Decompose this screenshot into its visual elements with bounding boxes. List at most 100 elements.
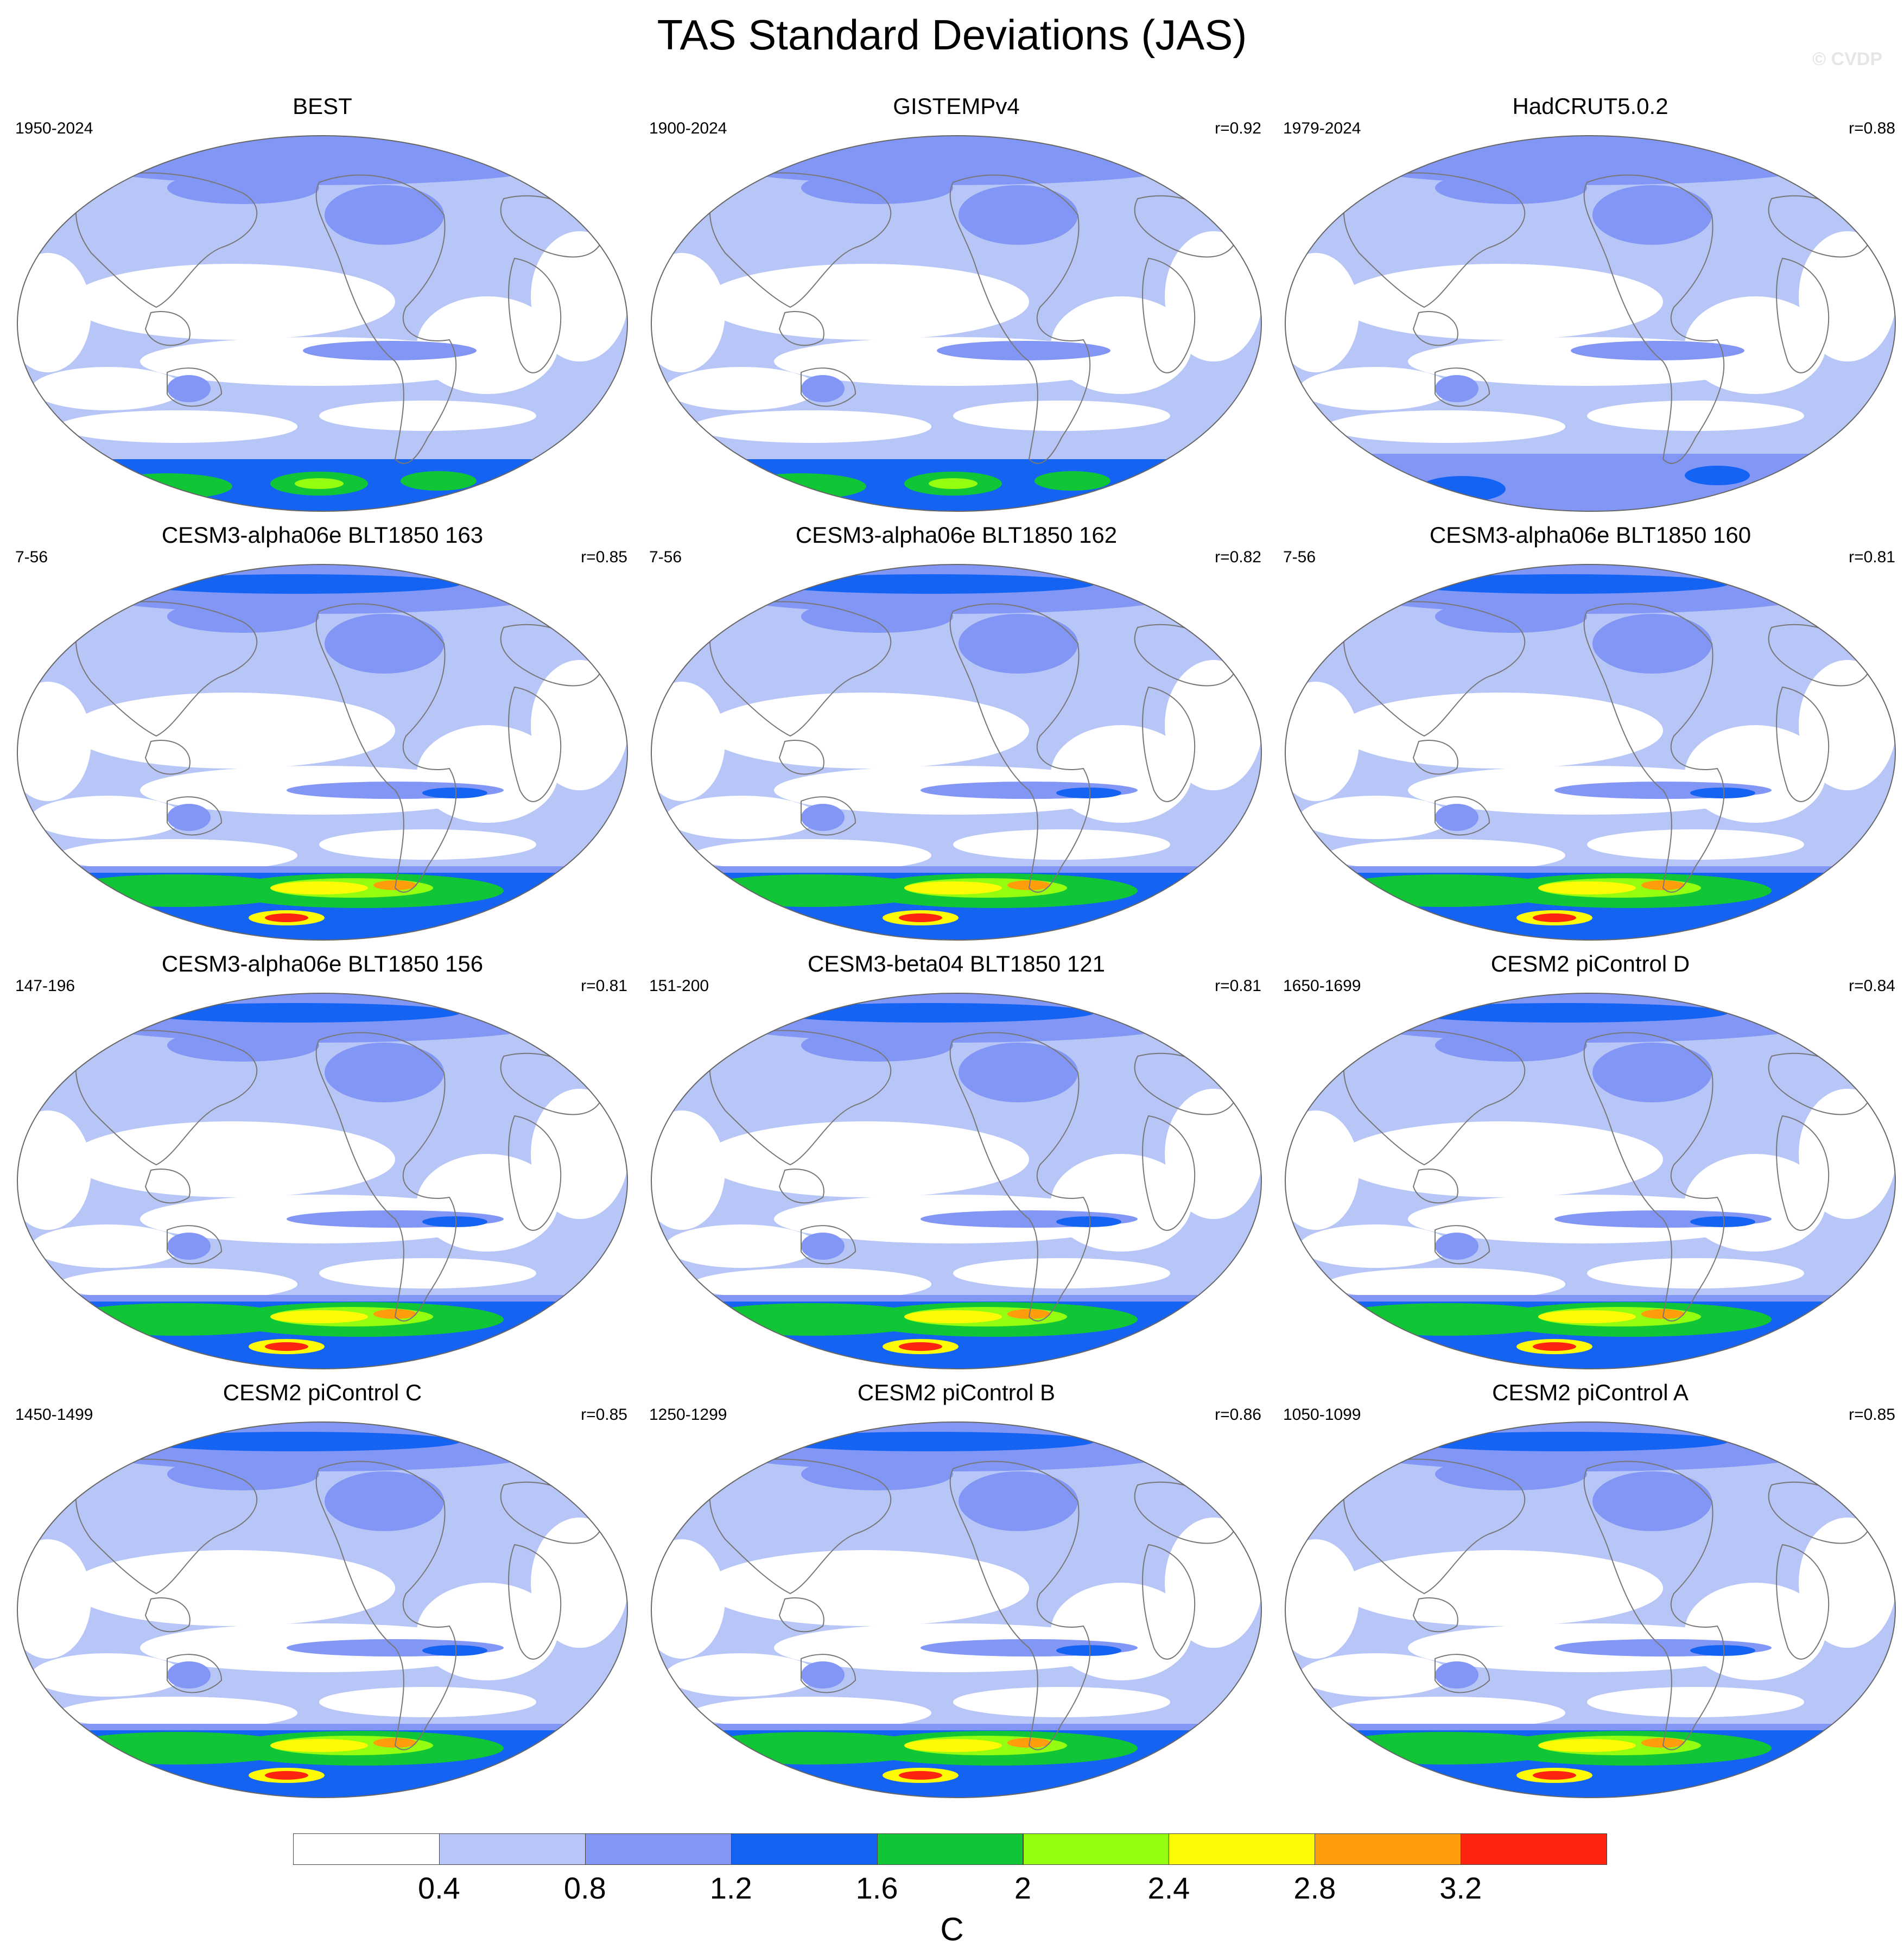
antarctic-high-variability bbox=[1538, 881, 1636, 894]
colorbar-tick-label: 2.4 bbox=[1147, 1871, 1190, 1905]
panel-year-range: 151-200 bbox=[649, 977, 709, 995]
panel-year-range: 1950-2024 bbox=[15, 119, 93, 137]
low-variance-area bbox=[31, 796, 183, 839]
coastline bbox=[709, 1458, 892, 1595]
panel-title: CESM3-alpha06e BLT1850 156 bbox=[161, 951, 484, 976]
australia-variability bbox=[1435, 804, 1478, 831]
antarctic-peak bbox=[899, 1342, 942, 1351]
robinson-map bbox=[17, 135, 628, 512]
low-variance-area bbox=[1327, 1697, 1565, 1729]
enso-band bbox=[1571, 341, 1744, 360]
antarctic-high-variability bbox=[401, 471, 477, 491]
australia-variability bbox=[167, 1233, 211, 1260]
antarctic-peak bbox=[265, 1342, 308, 1351]
panel-pattern-correlation: r=0.85 bbox=[1849, 1406, 1895, 1424]
low-variance-area bbox=[1299, 367, 1451, 410]
low-variance-area bbox=[1165, 1089, 1261, 1219]
arctic-high-variability bbox=[135, 574, 460, 594]
north-america-variability bbox=[325, 1471, 444, 1531]
enso-core bbox=[1056, 1216, 1121, 1227]
map-outline bbox=[651, 564, 1262, 941]
low-variance-area bbox=[1299, 1224, 1451, 1268]
map-field bbox=[17, 1422, 627, 1798]
north-america-variability bbox=[959, 1043, 1078, 1102]
low-variance-area bbox=[319, 829, 536, 860]
antarctic-high-variability bbox=[1419, 476, 1506, 502]
coastline bbox=[1776, 686, 1830, 802]
low-variance-area bbox=[1799, 660, 1895, 790]
low-variance-area bbox=[651, 682, 725, 801]
panel-pattern-correlation: r=0.81 bbox=[1215, 977, 1261, 995]
robinson-map bbox=[651, 564, 1262, 941]
panel-pattern-correlation: r=0.82 bbox=[1215, 548, 1261, 566]
low-variance-area bbox=[531, 1089, 627, 1219]
coastline bbox=[801, 796, 856, 836]
low-variance-area bbox=[1685, 1583, 1826, 1680]
low-variance-area bbox=[1299, 796, 1451, 839]
low-variance-area bbox=[1337, 693, 1663, 769]
low-variance-area bbox=[1285, 1110, 1359, 1230]
antarctic-high-variability bbox=[102, 473, 232, 499]
north-america-variability bbox=[325, 1043, 444, 1102]
low-variance-area bbox=[1799, 1089, 1895, 1219]
coastline bbox=[144, 740, 191, 775]
coastline bbox=[1435, 1654, 1490, 1693]
low-variance-area bbox=[59, 1697, 297, 1729]
robinson-map bbox=[651, 135, 1262, 512]
antarctic-high-variability bbox=[270, 1310, 368, 1323]
coastline bbox=[801, 367, 856, 407]
map-outline bbox=[651, 135, 1262, 512]
coastline bbox=[1583, 603, 1725, 893]
coastline bbox=[1343, 601, 1526, 737]
colorbar-swatch bbox=[585, 1833, 732, 1865]
map-panel: CESM3-alpha06e BLT1850 156 147-196 r=0.81 bbox=[8, 949, 637, 1372]
coastline bbox=[778, 311, 824, 346]
antarctic-peak bbox=[265, 1771, 308, 1780]
north-america-variability bbox=[1592, 1043, 1712, 1102]
low-variance-area bbox=[665, 367, 817, 410]
panel-pattern-correlation: r=0.84 bbox=[1849, 977, 1895, 995]
panel-title: CESM3-alpha06e BLT1850 160 bbox=[1429, 522, 1751, 548]
low-variance-area bbox=[417, 725, 558, 823]
coastline bbox=[801, 1225, 856, 1265]
robinson-map bbox=[17, 564, 628, 941]
panel-year-range: 1979-2024 bbox=[1283, 119, 1361, 137]
panel-year-range: 1050-1099 bbox=[1283, 1406, 1361, 1424]
low-variance-area bbox=[17, 1110, 91, 1230]
coastline bbox=[167, 1225, 223, 1265]
north-america-variability bbox=[959, 614, 1078, 674]
enso-band bbox=[937, 341, 1110, 360]
low-variance-area bbox=[417, 296, 558, 394]
coastline bbox=[949, 1032, 1091, 1322]
panel-title: BEST bbox=[293, 93, 352, 119]
enso-core bbox=[422, 788, 487, 798]
colorbar bbox=[293, 1833, 1608, 1866]
coastline bbox=[508, 686, 562, 802]
coastline bbox=[315, 174, 457, 464]
panel-year-range: 7-56 bbox=[1283, 548, 1316, 566]
arctic-high-variability bbox=[769, 574, 1094, 594]
colorbar-units: C bbox=[940, 1911, 964, 1947]
low-variance-area bbox=[59, 1268, 297, 1300]
low-variance-area bbox=[703, 264, 1029, 340]
panel-title: CESM2 piControl B bbox=[857, 1380, 1056, 1405]
coastline bbox=[315, 1032, 457, 1322]
low-variance-area bbox=[1285, 682, 1359, 801]
map-panel: CESM3-alpha06e BLT1850 162 7-56 r=0.82 bbox=[642, 520, 1271, 943]
low-variance-area bbox=[531, 1518, 627, 1648]
coastline bbox=[508, 1544, 562, 1660]
coastline bbox=[1583, 1032, 1725, 1322]
coastline bbox=[144, 1597, 191, 1633]
north-america-variability bbox=[1592, 185, 1712, 245]
low-variance-area bbox=[319, 401, 536, 431]
low-variance-area bbox=[31, 1224, 183, 1268]
arctic-variability bbox=[69, 136, 569, 185]
coastline bbox=[949, 174, 1091, 464]
coastline bbox=[1412, 740, 1458, 775]
map-outline bbox=[1285, 1421, 1896, 1798]
coastline bbox=[1142, 257, 1196, 373]
low-variance-area bbox=[417, 1154, 558, 1252]
robinson-map bbox=[1285, 135, 1896, 512]
low-variance-area bbox=[1685, 296, 1826, 394]
coastline bbox=[144, 311, 191, 346]
